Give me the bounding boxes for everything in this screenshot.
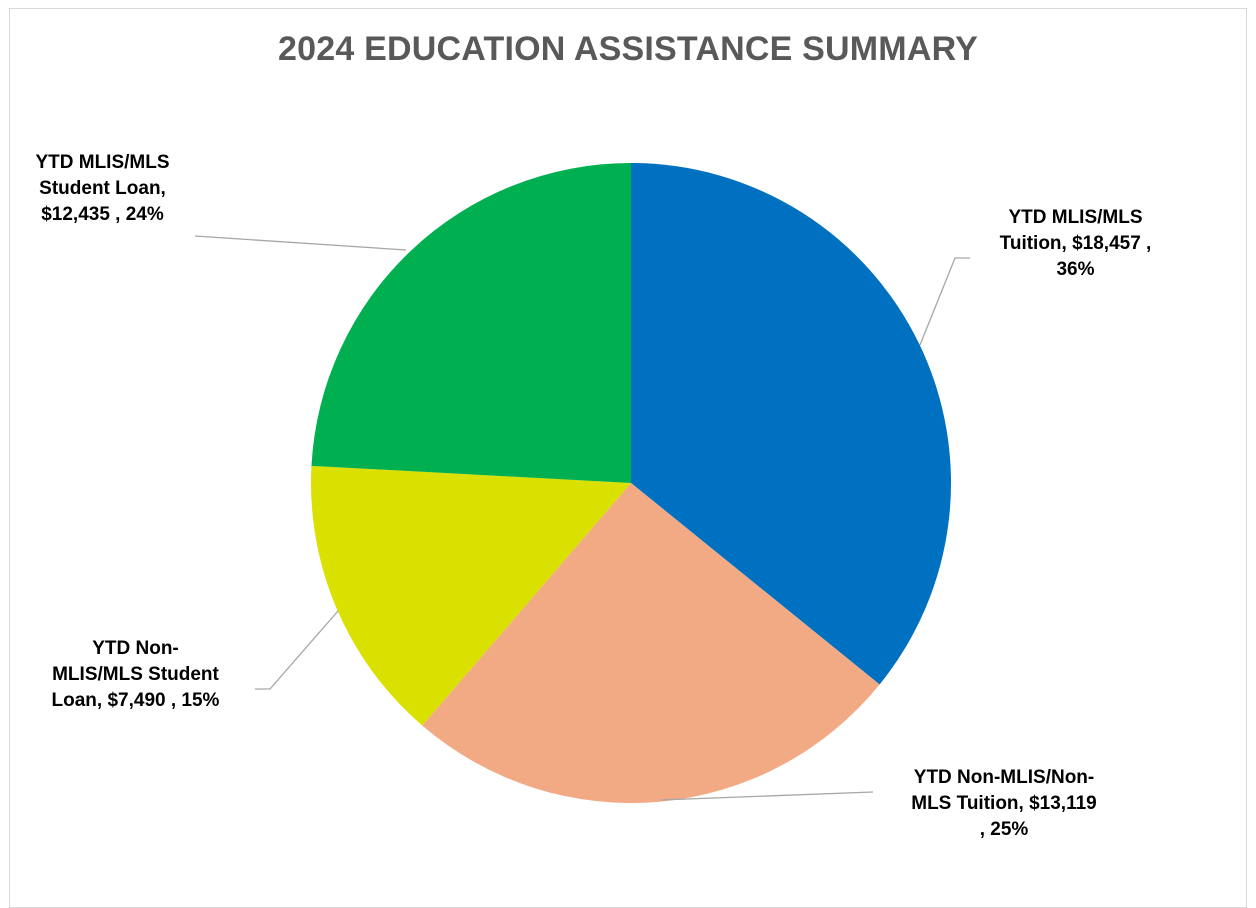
leader-line-non-mlis-tuition	[659, 791, 874, 801]
data-label-line: Tuition, $18,457 ,	[999, 233, 1152, 254]
slice-non-mlis-loan	[311, 465, 631, 726]
data-label-line: MLIS/MLS Student	[52, 664, 219, 685]
slice-mlis-loan	[311, 163, 631, 483]
data-label-mlis-loan: YTD MLIS/MLS Student Loan, $12,435 , 24%	[10, 150, 195, 228]
data-label-line: MLS Tuition, $13,119	[911, 793, 1097, 814]
leader-line-mlis-loan	[194, 235, 407, 251]
data-label-non-mlis-loan: YTD Non- MLIS/MLS Student Loan, $7,490 ,…	[18, 636, 253, 714]
leader-line-non-mlis-loan	[255, 610, 339, 690]
pie-chart	[194, 163, 970, 804]
slice-non-mlis-tuition	[422, 483, 880, 804]
leader-line-mlis-tuition	[919, 257, 970, 346]
data-label-line: 36%	[1056, 259, 1095, 280]
chart-title: 2024 EDUCATION ASSISTANCE SUMMARY	[278, 30, 978, 68]
data-label-line: , 25%	[979, 819, 1029, 840]
data-label-line: $12,435 , 24%	[41, 204, 164, 225]
data-label-line: YTD Non-	[92, 638, 179, 659]
data-label-line: Student Loan,	[39, 178, 166, 199]
data-label-line: YTD MLIS/MLS	[35, 152, 170, 173]
data-label-line: YTD Non-MLIS/Non-	[913, 767, 1095, 788]
data-label-mlis-tuition: YTD MLIS/MLS Tuition, $18,457 , 36%	[968, 205, 1183, 283]
data-label-line: Loan, $7,490 , 15%	[51, 690, 220, 711]
slice-mlis-tuition	[631, 163, 952, 685]
data-label-non-mlis-tuition: YTD Non-MLIS/Non- MLS Tuition, $13,119 ,…	[873, 765, 1135, 843]
data-label-line: YTD MLIS/MLS	[1008, 207, 1143, 228]
